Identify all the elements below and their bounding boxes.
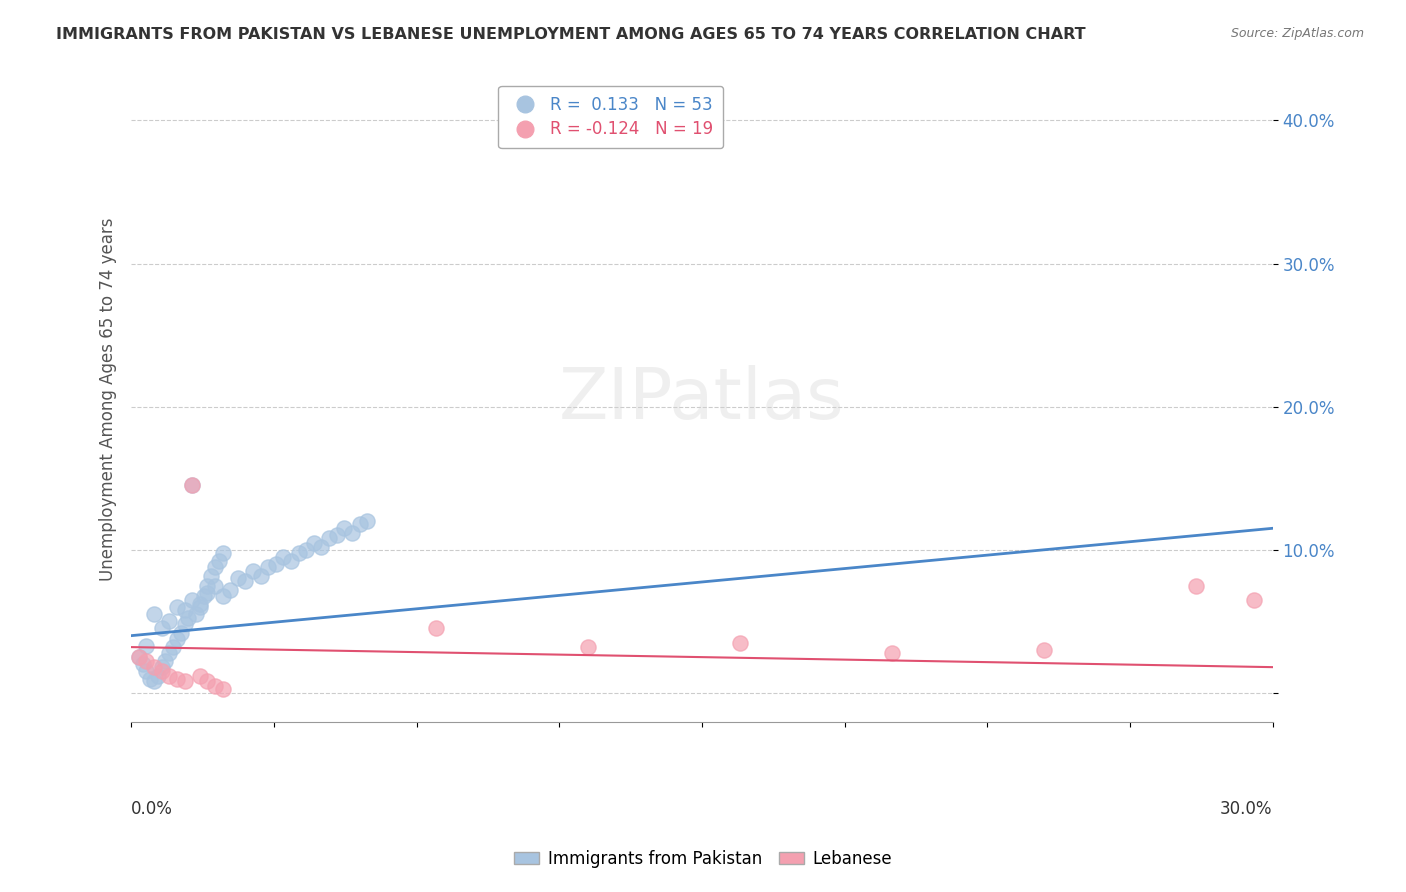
Point (280, 554, 302, 568)
Legend: Immigrants from Pakistan, Lebanese: Immigrants from Pakistan, Lebanese (508, 844, 898, 875)
Legend: R =  0.133   N = 53, R = -0.124   N = 19: R = 0.133 N = 53, R = -0.124 N = 19 (498, 86, 723, 148)
Point (193, 589, 215, 603)
Point (128, 650, 150, 665)
Text: Source: ZipAtlas.com: Source: ZipAtlas.com (1230, 27, 1364, 40)
Point (211, 589, 233, 603)
Point (150, 660, 173, 674)
Point (340, 525, 363, 540)
Text: 0.0%: 0.0% (131, 800, 173, 818)
Point (157, 646, 180, 660)
Point (150, 622, 173, 636)
Point (200, 568, 222, 582)
Point (150, 665, 173, 679)
Point (177, 611, 200, 625)
Point (302, 535, 325, 549)
Point (135, 665, 157, 679)
Point (226, 571, 249, 585)
Point (1243, 593, 1265, 607)
Point (425, 622, 447, 636)
Point (173, 603, 195, 617)
Point (146, 669, 169, 683)
Point (208, 554, 231, 568)
Text: IMMIGRANTS FROM PAKISTAN VS LEBANESE UNEMPLOYMENT AMONG AGES 65 TO 74 YEARS CORR: IMMIGRANTS FROM PAKISTAN VS LEBANESE UNE… (56, 27, 1085, 42)
Point (219, 582, 242, 597)
Point (311, 540, 333, 554)
Point (157, 615, 180, 629)
Point (356, 514, 378, 528)
Point (242, 564, 264, 578)
Point (1185, 578, 1208, 592)
Point (195, 585, 218, 599)
Point (170, 625, 193, 640)
Point (204, 679, 226, 693)
Point (166, 632, 188, 646)
Point (1033, 643, 1056, 657)
Point (188, 597, 211, 611)
Point (157, 669, 180, 683)
Text: ZIPatlas: ZIPatlas (560, 365, 845, 434)
Text: 30.0%: 30.0% (1220, 800, 1272, 818)
Point (135, 654, 157, 668)
Point (166, 600, 188, 615)
Point (143, 607, 166, 622)
Point (204, 578, 226, 592)
Point (882, 646, 904, 660)
Point (188, 669, 211, 683)
Point (325, 528, 347, 542)
Point (184, 607, 207, 622)
Point (264, 557, 287, 571)
Point (143, 660, 166, 674)
Point (211, 681, 233, 696)
Point (295, 542, 318, 557)
Point (349, 516, 371, 531)
Point (173, 617, 195, 632)
Point (162, 640, 184, 654)
Point (728, 636, 751, 650)
Point (333, 521, 356, 535)
Point (257, 560, 280, 574)
Point (181, 478, 204, 492)
Point (235, 574, 257, 589)
Point (173, 674, 195, 689)
Point (131, 657, 153, 672)
Point (204, 560, 226, 574)
Point (211, 546, 233, 560)
Point (195, 578, 218, 592)
Point (287, 546, 309, 560)
Point (155, 654, 177, 668)
Point (166, 672, 188, 686)
Point (188, 600, 211, 615)
Point (181, 478, 204, 492)
Point (318, 532, 340, 546)
Point (273, 549, 295, 564)
Y-axis label: Unemployment Among Ages 65 to 74 years: Unemployment Among Ages 65 to 74 years (100, 218, 117, 582)
Point (195, 674, 218, 689)
Point (128, 650, 150, 665)
Point (143, 674, 166, 689)
Point (181, 593, 204, 607)
Point (135, 639, 157, 653)
Point (139, 672, 162, 686)
Point (576, 640, 599, 654)
Point (249, 568, 271, 582)
